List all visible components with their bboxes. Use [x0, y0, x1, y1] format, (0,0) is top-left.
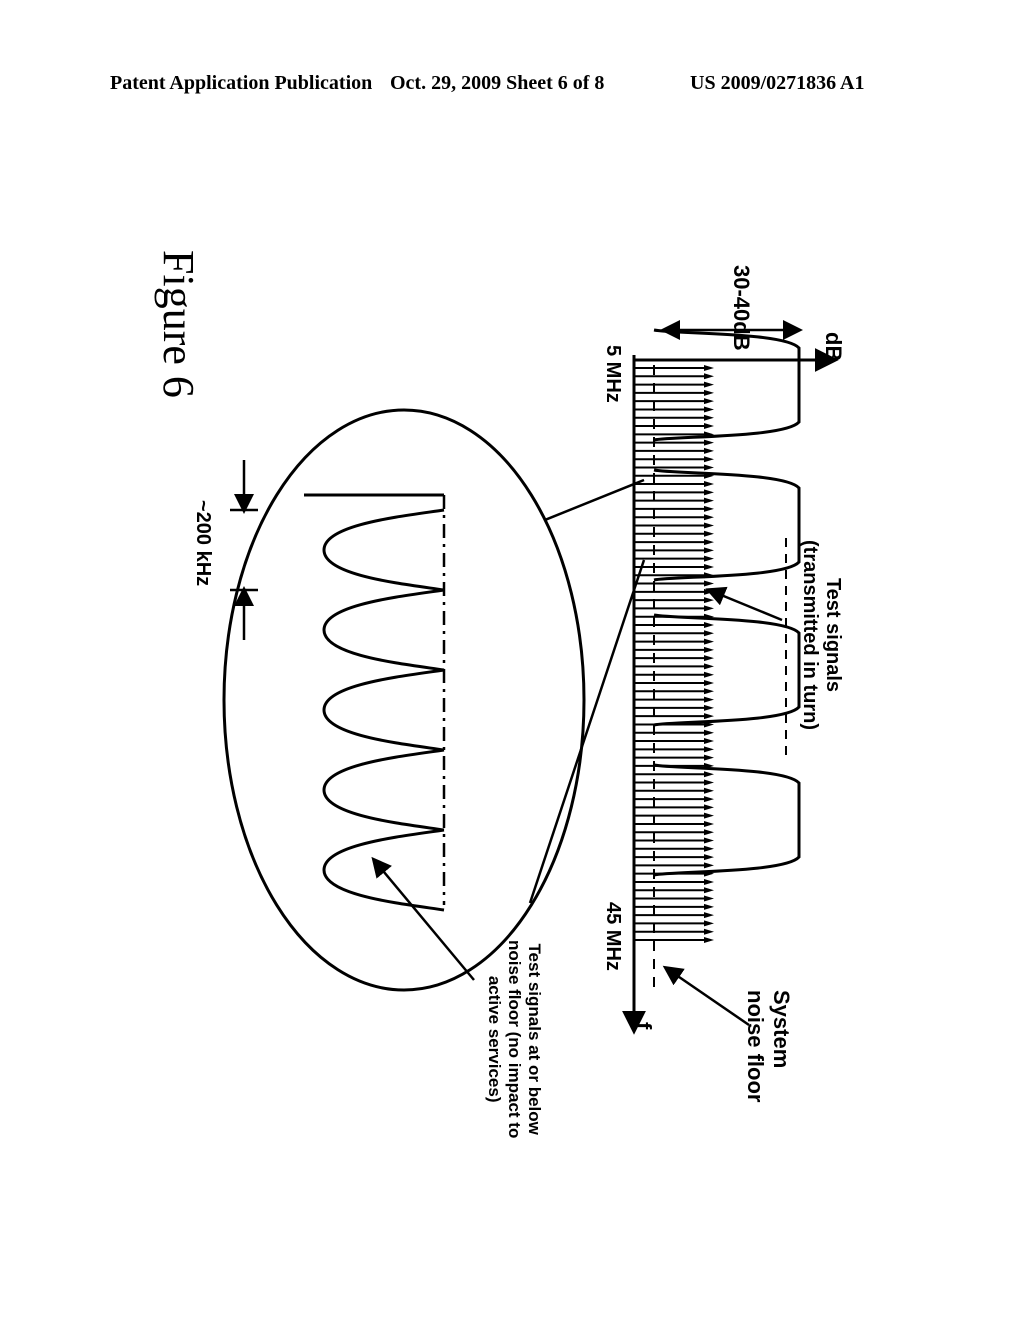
figure-caption: Figure 6 [153, 250, 204, 398]
test-signals-label: Test signals (transmitted in turn) [798, 540, 844, 730]
zoom-width-label: ~200 kHz [191, 500, 214, 586]
zoom-note-label: Test signals at or below noise floor (no… [484, 940, 544, 1138]
x-axis-label: f [630, 1022, 656, 1029]
header-left: Patent Application Publication [110, 72, 372, 95]
y-span-label: 30-40dB [728, 265, 754, 351]
header-mid: Oct. 29, 2009 Sheet 6 of 8 [390, 72, 604, 95]
figure-6: dB 30-40dB 5 MHz 45 MHz f Test signals (… [80, 160, 944, 1240]
y-axis-label: dB [820, 332, 846, 361]
x-start-label: 5 MHz [601, 345, 624, 403]
noise-floor-label: System noise floor [742, 990, 794, 1102]
header-right: US 2009/0271836 A1 [690, 72, 864, 95]
x-end-label: 45 MHz [601, 902, 624, 971]
